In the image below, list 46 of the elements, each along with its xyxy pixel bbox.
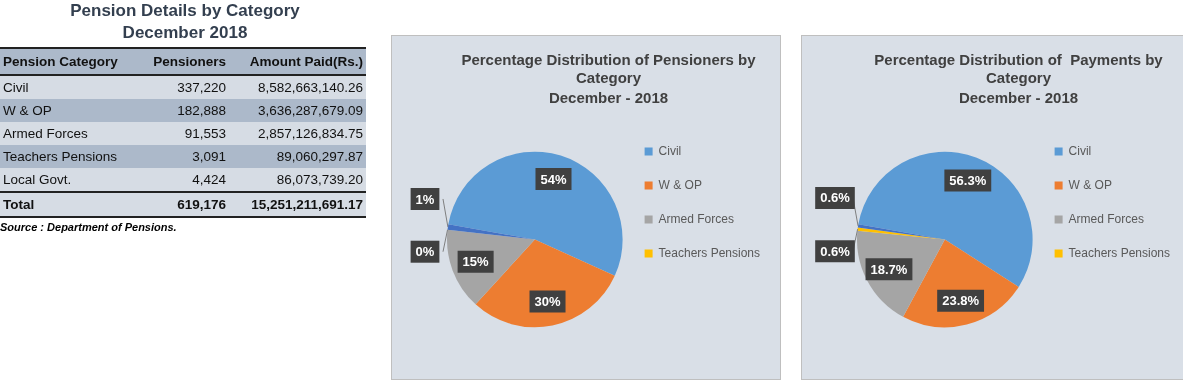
data-label: 91,553 — [138, 122, 230, 145]
data-label: 15% — [462, 254, 490, 270]
legend-label: Teachers Pensions — [658, 245, 760, 260]
data-label: 4,424 — [138, 168, 230, 192]
data-label: 619,176 — [138, 192, 230, 217]
chart-subtitle: December - 2018 — [958, 89, 1079, 107]
chart-title: Percentage Distribution of Payments by Category — [874, 51, 1164, 87]
category-label: Local Govt. — [2, 171, 73, 189]
data-label: 8,582,663,140.26 — [229, 75, 366, 99]
series-label: Amount Paid(Rs.) — [248, 53, 364, 71]
data-label: 15,251,211,691.17 — [229, 192, 366, 217]
legend-label: Civil — [658, 143, 682, 158]
data-label: 0.6% — [820, 190, 851, 206]
data-label: 1% — [415, 191, 435, 207]
legend-label: Civil — [1068, 143, 1092, 158]
text: December 2018 — [121, 22, 249, 44]
source-note: Source : Department of Pensions. — [0, 221, 178, 233]
data-label: 89,060,297.87 — [229, 145, 366, 168]
legend-label: W & OP — [1068, 177, 1112, 192]
data-label: 56.3% — [949, 173, 987, 189]
data-label: 337,220 — [138, 75, 230, 99]
data-label: 30% — [534, 294, 561, 310]
data-label: 18.7% — [870, 261, 908, 277]
legend-label: Armed Forces — [658, 211, 734, 226]
category-label: Total — [2, 196, 36, 214]
data-label: 23.8% — [942, 293, 980, 309]
text: Pension Category — [3, 54, 118, 69]
legend-label: Teachers Pensions — [1068, 245, 1170, 260]
data-label: 2,857,126,834.75 — [229, 122, 366, 145]
data-label: 54% — [540, 171, 567, 187]
legend-label: Armed Forces — [1068, 211, 1144, 226]
category-label: Teachers Pensions — [2, 148, 119, 166]
text: 0% — [415, 244, 435, 260]
series-label: Pensioners — [152, 53, 228, 71]
legend-label: W & OP — [658, 177, 702, 192]
data-label: 182,888 — [138, 99, 230, 122]
chart-title: Percentage Distribution of Pensioners by Category — [461, 51, 757, 87]
data-label: 0.6% — [820, 243, 851, 259]
data-label: 3,636,287,679.09 — [229, 99, 366, 122]
chart-subtitle: December - 2018 — [548, 89, 669, 107]
category-label: Civil — [2, 79, 30, 97]
text: Pension Details by Category — [69, 0, 301, 22]
category-label: Armed Forces — [2, 125, 89, 143]
category-label: W & OP — [2, 102, 53, 120]
data-label: 86,073,739.20 — [229, 168, 366, 192]
data-label: 3,091 — [138, 145, 230, 168]
